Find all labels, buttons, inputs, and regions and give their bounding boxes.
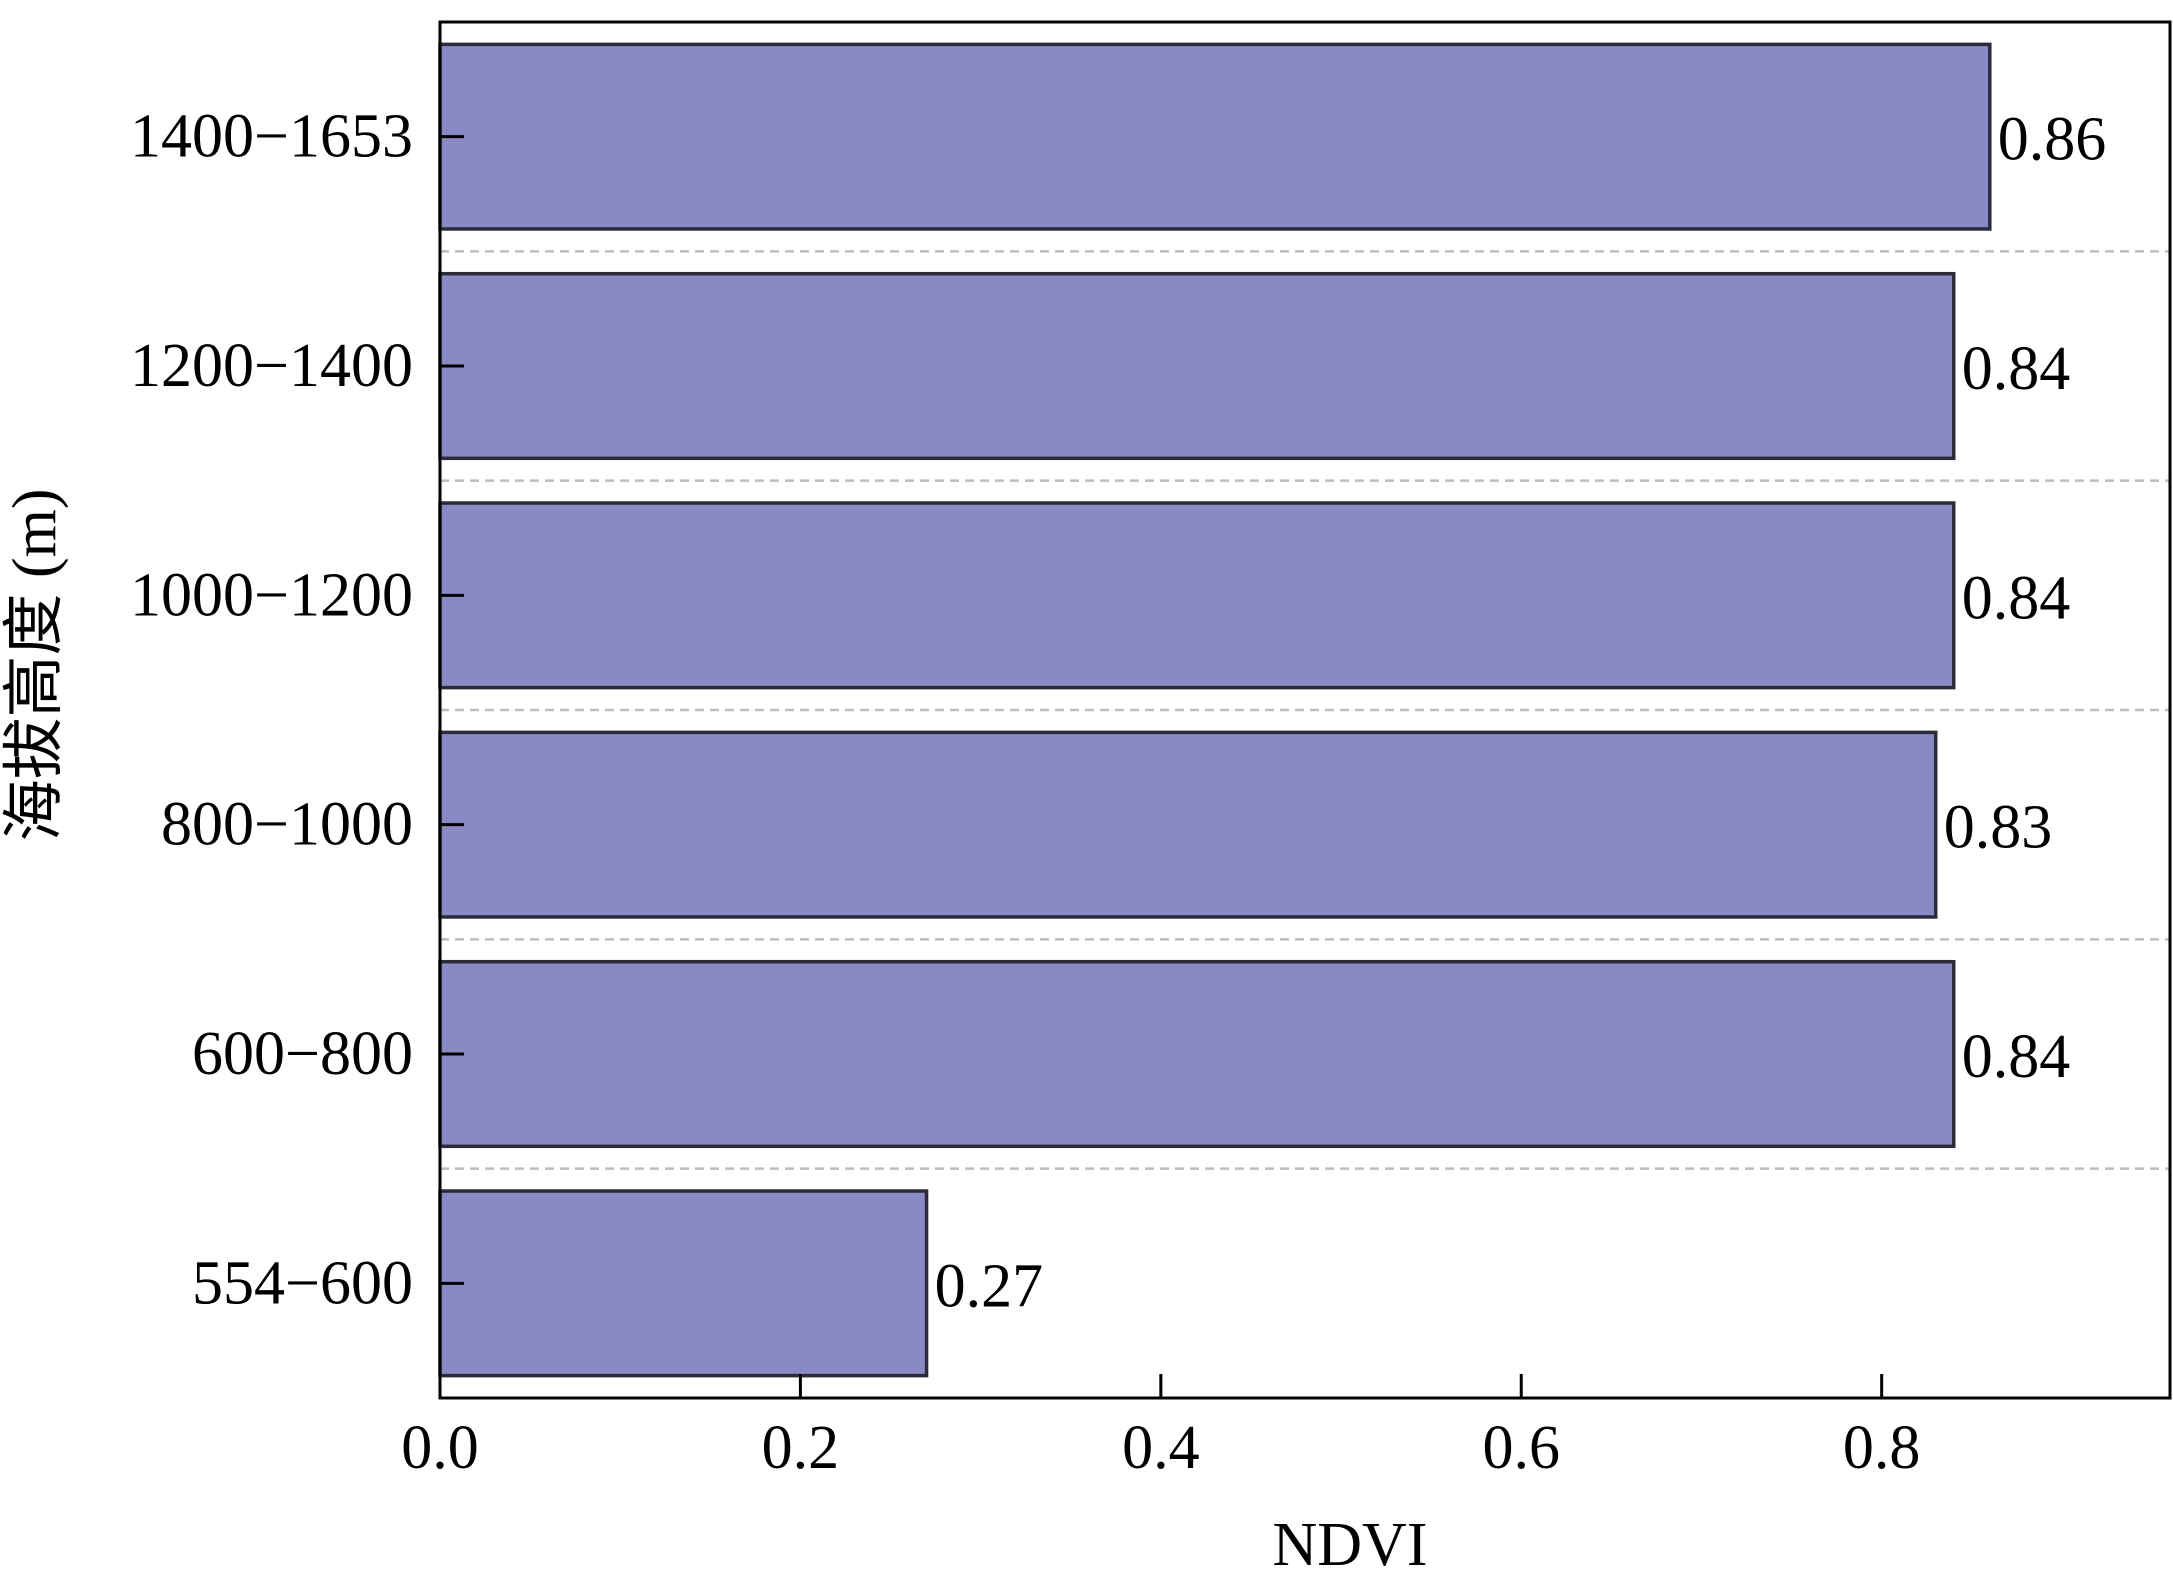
value-label: 0.84 [1962,564,2071,632]
x-tick-label: 0.2 [762,1414,840,1482]
y-tick-label: 800−1000 [161,791,413,859]
value-label: 0.83 [1944,794,2052,862]
y-tick-label: 1200−1400 [130,332,413,400]
bar-554−600 [438,1189,929,1378]
y-tick-label: 600−800 [192,1020,413,1088]
value-labels: 0.86 0.84 0.84 0.83 0.84 0.27 [935,106,2107,1321]
grid-lines [440,250,2170,1170]
bar-800−1000 [438,730,1938,919]
y-tick-label: 554−600 [192,1249,413,1317]
x-tick-label: 0.6 [1483,1414,1561,1482]
x-axis-title: NDVI [1273,1511,1428,1570]
x-tick-label: 0.8 [1843,1414,1921,1482]
y-axis-title: 海拔高度 (m) [1,488,69,841]
bar-600−800 [438,959,1956,1149]
bars [438,42,1992,1378]
x-axis-ticks: 0.0 0.2 0.4 0.6 0.8 [401,1374,1920,1482]
bar-1000−1200 [438,501,1956,690]
x-tick-label: 0.4 [1122,1414,1200,1482]
bar-1400−1653 [438,42,1992,231]
y-tick-label: 1000−1200 [130,561,413,629]
value-label: 0.84 [1962,335,2071,403]
y-axis-ticks: 1400−1653 1200−1400 1000−1200 800−1000 600−8… [130,103,464,1317]
plot-frame [438,20,2172,1400]
value-label: 0.84 [1962,1023,2071,1091]
x-tick-label: 0.0 [401,1414,479,1482]
bar-1200−1400 [438,271,1956,461]
value-label: 0.86 [1998,106,2106,174]
y-tick-label: 1400−1653 [130,103,413,171]
value-label: 0.27 [935,1252,1044,1320]
